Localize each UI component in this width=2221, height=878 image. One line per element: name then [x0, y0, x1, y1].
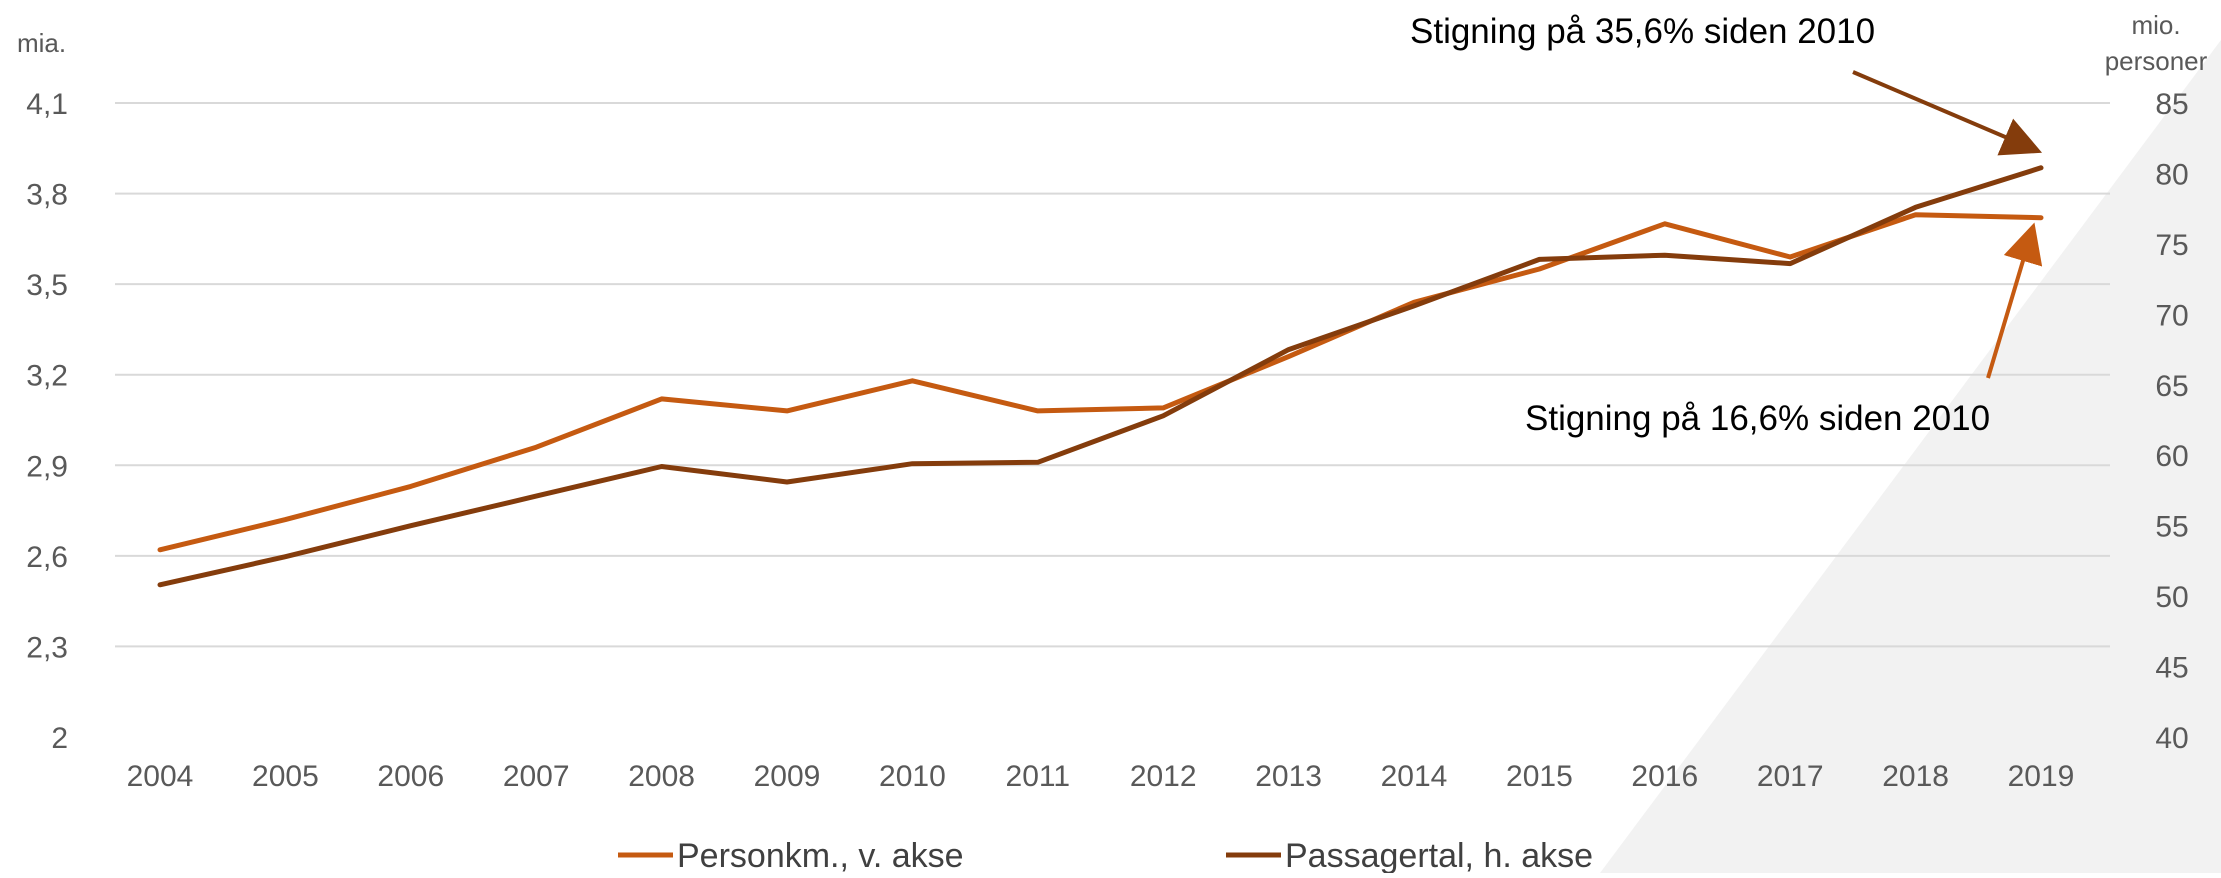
- legend: Personkm., v. akse Passagertal, h. akse: [618, 837, 1593, 875]
- left-tick-label: 3,2: [26, 360, 68, 393]
- x-tick-label: 2018: [1882, 760, 1949, 793]
- x-tick-label: 2010: [879, 760, 946, 793]
- x-tick-label: 2019: [2008, 760, 2075, 793]
- left-tick-label: 3,5: [26, 269, 68, 302]
- right-axis-unit-line1: mio.: [2131, 10, 2180, 40]
- x-tick-label: 2008: [628, 760, 695, 793]
- right-tick-label: 85: [2155, 88, 2188, 121]
- right-axis-unit-line2: personer: [2105, 46, 2208, 76]
- background-shape: [1600, 40, 2221, 873]
- left-tick-label: 2,9: [26, 450, 68, 483]
- left-tick-label: 2: [51, 722, 68, 755]
- legend-label-personkm: Personkm., v. akse: [677, 837, 964, 873]
- x-tick-label: 2007: [503, 760, 570, 793]
- x-tick-label: 2011: [1006, 760, 1071, 793]
- series-line-passagertal: [157, 165, 2044, 588]
- x-tick-label: 2005: [252, 760, 319, 793]
- right-tick-label: 80: [2155, 158, 2188, 191]
- left-tick-label: 2,6: [26, 541, 68, 574]
- right-tick-label: 75: [2155, 229, 2188, 262]
- annotation-arrow-passagertal: [1852, 70, 2043, 156]
- x-tick-label: 2013: [1255, 760, 1322, 793]
- left-tick-label: 2,3: [26, 631, 68, 664]
- right-tick-label: 65: [2155, 370, 2188, 403]
- right-tick-label: 50: [2155, 581, 2188, 614]
- left-tick-label: 4,1: [26, 88, 68, 121]
- x-tick-label: 2012: [1130, 760, 1197, 793]
- right-tick-label: 45: [2155, 652, 2188, 685]
- left-tick-label: 3,8: [26, 179, 68, 212]
- x-tick-label: 2004: [127, 760, 194, 793]
- x-tick-label: 2006: [377, 760, 444, 793]
- right-tick-label: 40: [2155, 722, 2188, 755]
- annotation-passagertal: Stigning på 35,6% siden 2010: [1410, 12, 1875, 51]
- series-lines: [157, 165, 2044, 588]
- x-tick-label: 2016: [1631, 760, 1698, 793]
- x-tick-label: 2014: [1381, 760, 1448, 793]
- right-tick-label: 60: [2155, 440, 2188, 473]
- gridlines: [115, 102, 2110, 648]
- x-tick-label: 2009: [754, 760, 821, 793]
- right-tick-label: 55: [2155, 511, 2188, 544]
- annotation-arrow-personkm: [1986, 222, 2043, 379]
- annotation-personkm: Stigning på 16,6% siden 2010: [1525, 399, 1990, 438]
- x-tick-label: 2015: [1506, 760, 1573, 793]
- right-axis-ticks: 40 45 50 55 60 65 70 75 80 85: [2155, 88, 2188, 755]
- left-axis-unit: mia.: [17, 28, 66, 58]
- legend-label-passagertal: Passagertal, h. akse: [1285, 837, 1593, 873]
- series-line-personkm: [157, 212, 2044, 553]
- left-axis-ticks: 2 2,3 2,6 2,9 3,2 3,5 3,8 4,1: [26, 88, 68, 755]
- right-tick-label: 70: [2155, 299, 2188, 332]
- x-tick-label: 2017: [1757, 760, 1824, 793]
- x-axis-ticks: 2004 2005 2006 2007 2008 2009 2010 2011 2012 2013…: [127, 760, 2075, 793]
